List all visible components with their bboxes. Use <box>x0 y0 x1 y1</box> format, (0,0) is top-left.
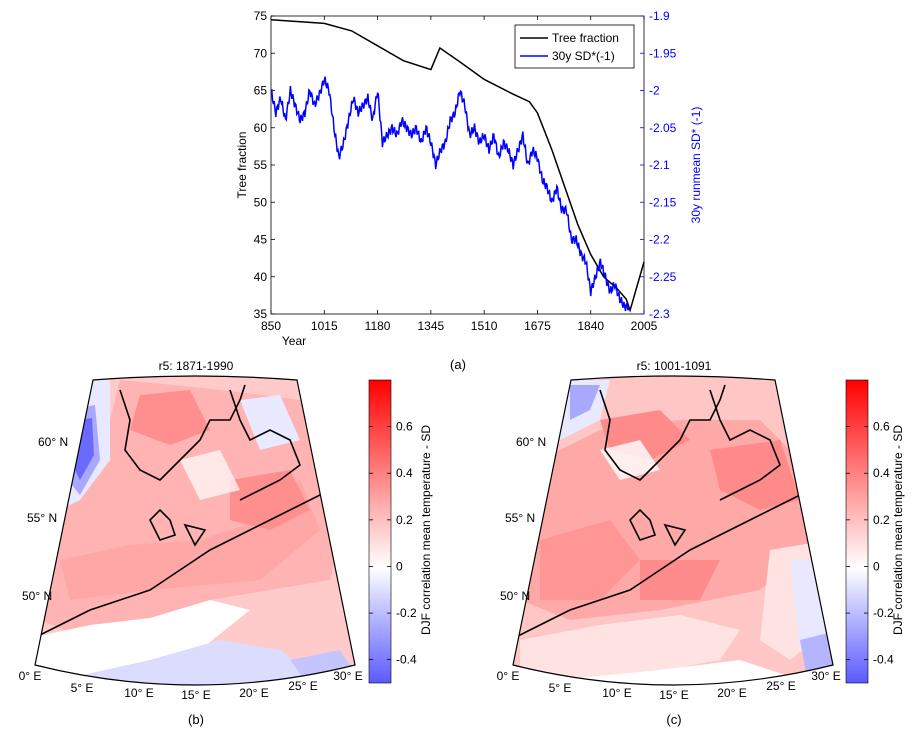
lon-label: 0° E <box>19 669 42 683</box>
series-lines <box>270 18 645 313</box>
lon-label: 10° E <box>602 686 631 700</box>
right-tick-label: -2 <box>649 84 660 98</box>
map-field-c <box>513 376 833 685</box>
x-tick-label: 1345 <box>418 319 445 333</box>
lon-label: 25° E <box>766 679 795 693</box>
panel-label-c: (c) <box>666 712 681 727</box>
map-outline-c <box>512 375 834 686</box>
map-outline-b <box>34 375 356 686</box>
y-tick-label: 70 <box>254 46 268 60</box>
right-tick-label: -2.2 <box>649 233 670 247</box>
colorbar-b <box>368 379 392 684</box>
legend-entry-sd: 30y SD*(-1) <box>552 49 615 63</box>
colorbar-tick-label: 0.6 <box>873 420 890 434</box>
x-tick-label: 1675 <box>524 319 551 333</box>
lon-label: 5° E <box>71 681 94 695</box>
map-field-b <box>35 376 355 685</box>
legend-box <box>514 24 635 69</box>
panel-label-b: (b) <box>188 712 204 727</box>
colorbar-tick-label: -0.2 <box>396 606 417 620</box>
right-tick-label: -2.05 <box>649 121 677 135</box>
colorbar-tick-label: 0.2 <box>873 513 890 527</box>
lon-label: 20° E <box>239 686 268 700</box>
right-tick-label: -2.25 <box>649 270 677 284</box>
legend-entry-tree: Tree fraction <box>552 31 619 45</box>
colorbar-tick-label: 0.2 <box>396 513 413 527</box>
x-tick-label: 1180 <box>365 319 391 333</box>
y-axis-label: Tree fraction <box>235 132 249 199</box>
colorbar-c <box>845 379 869 684</box>
lon-label: 15° E <box>659 688 688 702</box>
lat-label: 50° N <box>22 589 52 603</box>
coastline-c <box>513 384 811 641</box>
x-axis-ticks: 850 1015 1180 1345 1510 1675 1840 2005 <box>261 16 658 333</box>
colorbar-tick-label: -0.2 <box>873 606 894 620</box>
right-axis-label: 30y runmean SD* (-1) <box>689 107 703 224</box>
x-tick-label: 1510 <box>471 319 498 333</box>
colorbar-tick-label: 0 <box>873 559 880 573</box>
lon-label: 10° E <box>124 686 153 700</box>
lon-label: 30° E <box>333 669 362 683</box>
x-tick-label: 850 <box>261 319 281 333</box>
lon-label: 25° E <box>288 679 317 693</box>
y-tick-label: 50 <box>254 195 268 209</box>
colorbar-tick-label: -0.4 <box>396 653 417 667</box>
right-tick-label: -1.9 <box>649 9 670 23</box>
y-axis-ticks: 35 40 45 50 55 60 65 70 75 <box>254 9 275 321</box>
colorbar-ticks-c: 0.6 0.4 0.2 0 -0.2 -0.4 <box>846 420 894 667</box>
legend: Tree fraction 30y SD*(-1) <box>514 24 635 69</box>
lon-label: 0° E <box>497 669 520 683</box>
right-tick-label: -2.1 <box>649 158 670 172</box>
colorbar-tick-label: 0.6 <box>396 420 413 434</box>
lon-label: 20° E <box>717 686 746 700</box>
lat-label: 60° N <box>38 435 68 449</box>
lon-label: 5° E <box>549 681 572 695</box>
right-tick-label: -1.95 <box>649 46 677 60</box>
lat-label: 55° N <box>505 511 535 525</box>
colorbar-label-c: DJF correlation mean temperature - SD <box>891 425 905 635</box>
right-tick-label: -2.15 <box>649 195 677 209</box>
y-tick-label: 40 <box>254 270 268 284</box>
colorbar-tick-label: 0.4 <box>396 466 413 480</box>
graticule-labels-b: 0° E 5° E 10° E 15° E 20° E 25° E 30° E 50° N 55… <box>19 435 363 702</box>
colorbar-label-b: DJF correlation mean temperature - SD <box>419 425 433 635</box>
right-tick-label: -2.3 <box>649 307 670 321</box>
map-title-c: r5: 1001-1091 <box>637 359 712 373</box>
series-line-tree-fraction <box>270 18 645 313</box>
colorbar-tick-label: -0.4 <box>873 653 894 667</box>
lon-label: 30° E <box>811 669 840 683</box>
series-line-sd <box>270 76 631 312</box>
panel-label-a: (a) <box>450 357 466 372</box>
lat-label: 60° N <box>516 435 546 449</box>
lat-label: 55° N <box>27 511 57 525</box>
map-title-b: r5: 1871-1990 <box>159 359 234 373</box>
right-axis-ticks: -1.9 -1.95 -2 -2.05 -2.1 -2.15 -2.2 -2.25 -2.3 <box>640 9 677 321</box>
x-tick-label: 1840 <box>577 319 604 333</box>
colorbar-tick-label: 0 <box>396 559 403 573</box>
x-tick-label: 2005 <box>631 319 658 333</box>
line-chart-panel-a: 850 1015 1180 1345 1510 1675 1840 2005 35 40 45 50… <box>235 9 703 372</box>
x-tick-label: 1015 <box>311 319 338 333</box>
colorbar-tick-label: 0.4 <box>873 466 890 480</box>
colorbar-ticks-b: 0.6 0.4 0.2 0 -0.2 -0.4 <box>369 420 417 667</box>
y-tick-label: 65 <box>254 84 268 98</box>
y-tick-label: 75 <box>254 9 268 23</box>
y-tick-label: 60 <box>254 121 268 135</box>
y-tick-label: 55 <box>254 158 268 172</box>
y-tick-label: 45 <box>254 233 268 247</box>
graticule-labels-c: 0° E 5° E 10° E 15° E 20° E 25° E 30° E 50° N 55… <box>497 435 841 702</box>
y-tick-label: 35 <box>254 307 268 321</box>
lat-label: 50° N <box>500 589 530 603</box>
coastline-b <box>35 384 331 641</box>
x-axis-label: Year <box>282 334 306 348</box>
lon-label: 15° E <box>181 688 210 702</box>
